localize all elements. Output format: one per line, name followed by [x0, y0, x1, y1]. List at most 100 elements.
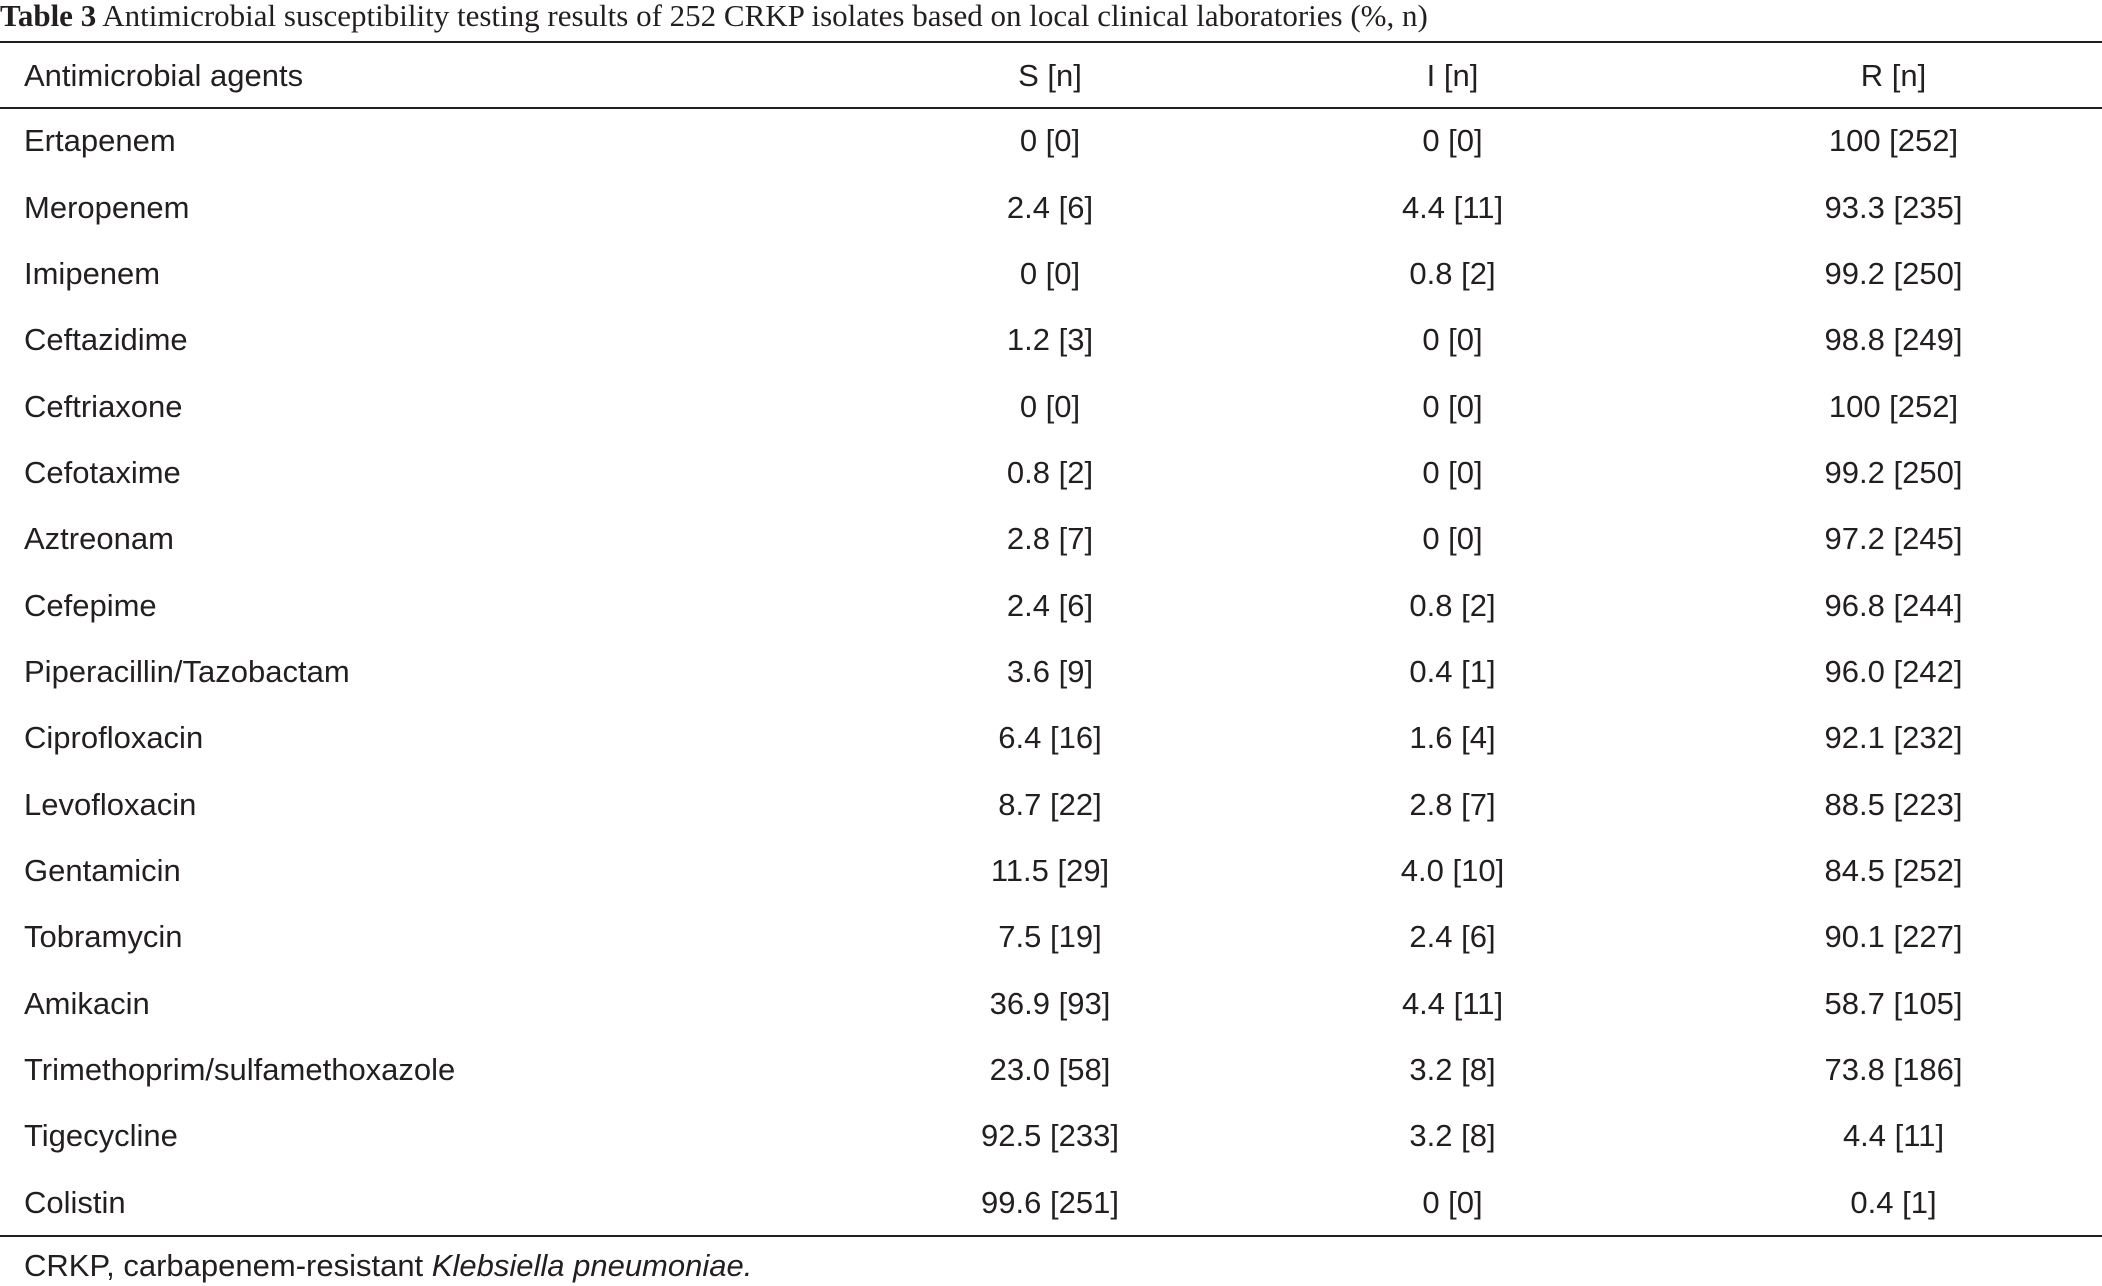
- table-row: Ceftazidime 1.2 [3] 0 [0] 98.8 [249]: [0, 307, 2102, 373]
- i-cell: 0 [0]: [1422, 388, 1483, 424]
- s-cell: 2.8 [7]: [1006, 521, 1094, 557]
- s-cell: 36.9 [93]: [989, 985, 1111, 1021]
- r-cell: 99.2 [250]: [1824, 454, 1963, 490]
- table-row: Tobramycin 7.5 [19] 2.4 [6] 90.1 [227]: [0, 904, 2102, 970]
- r-cell: 100 [252]: [1828, 388, 1959, 424]
- s-cell: 2.4 [6]: [1006, 587, 1094, 623]
- table-row: Ceftriaxone 0 [0] 0 [0] 100 [252]: [0, 373, 2102, 439]
- table-row: Imipenem 0 [0] 0.8 [2] 99.2 [250]: [0, 241, 2102, 307]
- i-cell: 0 [0]: [1422, 322, 1483, 358]
- r-cell: 96.0 [242]: [1824, 653, 1963, 689]
- r-cell: 92.1 [232]: [1824, 720, 1963, 756]
- agent-cell: Cefotaxime: [24, 454, 181, 490]
- column-header-agent: Antimicrobial agents: [24, 57, 304, 93]
- i-cell: 4.4 [11]: [1401, 985, 1504, 1021]
- table-label: Table 3: [0, 0, 97, 33]
- s-cell: 2.4 [6]: [1006, 189, 1094, 225]
- agent-cell: Ciprofloxacin: [24, 720, 204, 756]
- r-cell: 4.4 [11]: [1842, 1118, 1945, 1154]
- i-cell: 0 [0]: [1422, 1184, 1483, 1220]
- agent-cell: Aztreonam: [24, 521, 174, 557]
- agent-cell: Tigecycline: [24, 1118, 178, 1154]
- agent-cell: Amikacin: [24, 985, 150, 1021]
- table-row: Cefepime 2.4 [6] 0.8 [2] 96.8 [244]: [0, 572, 2102, 638]
- i-cell: 0 [0]: [1422, 454, 1483, 490]
- r-cell: 99.2 [250]: [1824, 255, 1963, 291]
- agent-cell: Ceftriaxone: [24, 388, 183, 424]
- agent-cell: Imipenem: [24, 255, 161, 291]
- s-cell: 6.4 [16]: [998, 720, 1102, 756]
- s-cell: 99.6 [251]: [981, 1184, 1119, 1220]
- i-cell: 0.4 [1]: [1409, 653, 1496, 689]
- s-cell: 23.0 [58]: [989, 1051, 1111, 1087]
- table-row: Piperacillin/Tazobactam 3.6 [9] 0.4 [1] 96.…: [0, 639, 2102, 705]
- agent-cell: Colistin: [24, 1184, 126, 1220]
- table-footnote: CRKP, carbapenem-resistant Klebsiella pn…: [24, 1248, 752, 1284]
- s-cell: 0 [0]: [1019, 388, 1081, 424]
- table-caption: Table 3 Antimicrobial susceptibility tes…: [0, 0, 2102, 40]
- i-cell: 4.0 [10]: [1400, 852, 1505, 888]
- r-cell: 84.5 [252]: [1824, 852, 1963, 888]
- table-row: Trimethoprim/sulfamethoxazole 23.0 [58] 3.…: [0, 1037, 2102, 1103]
- r-cell: 98.8 [249]: [1824, 322, 1963, 358]
- table-row: Ertapenem 0 [0] 0 [0] 100 [252]: [0, 108, 2102, 174]
- r-cell: 96.8 [244]: [1824, 587, 1963, 623]
- s-cell: 0.8 [2]: [1006, 454, 1094, 490]
- s-cell: 0 [0]: [1019, 123, 1081, 159]
- agent-cell: Cefepime: [24, 587, 157, 623]
- r-cell: 73.8 [186]: [1824, 1051, 1963, 1087]
- r-cell: 97.2 [245]: [1824, 521, 1963, 557]
- table-row: Aztreonam 2.8 [7] 0 [0] 97.2 [245]: [0, 506, 2102, 572]
- footnote-text: CRKP, carbapenem-resistant: [24, 1248, 432, 1283]
- column-header-i: I [n]: [1426, 57, 1479, 93]
- table-row: Levofloxacin 8.7 [22] 2.8 [7] 88.5 [223]: [0, 771, 2102, 837]
- footnote-species: Klebsiella pneumoniae.: [431, 1248, 753, 1283]
- agent-cell: Piperacillin/Tazobactam: [24, 653, 350, 689]
- i-cell: 0.8 [2]: [1409, 587, 1496, 623]
- agent-cell: Ertapenem: [24, 123, 176, 159]
- r-cell: 58.7 [105]: [1824, 985, 1963, 1021]
- agent-cell: Trimethoprim/sulfamethoxazole: [24, 1051, 456, 1087]
- table-row: Colistin 99.6 [251] 0 [0] 0.4 [1]: [0, 1170, 2102, 1236]
- i-cell: 2.8 [7]: [1409, 786, 1496, 822]
- i-cell: 2.4 [6]: [1409, 919, 1496, 955]
- s-cell: 1.2 [3]: [1006, 322, 1094, 358]
- i-cell: 3.2 [8]: [1409, 1118, 1496, 1154]
- table-row: Amikacin 36.9 [93] 4.4 [11] 58.7 [105]: [0, 970, 2102, 1036]
- table-row: Meropenem 2.4 [6] 4.4 [11] 93.3 [235]: [0, 174, 2102, 240]
- header-rule: [0, 107, 2102, 109]
- r-cell: 88.5 [223]: [1824, 786, 1963, 822]
- agent-cell: Tobramycin: [24, 919, 183, 955]
- s-cell: 0 [0]: [1019, 255, 1081, 291]
- i-cell: 0 [0]: [1422, 521, 1483, 557]
- table-title: Antimicrobial susceptibility testing res…: [102, 0, 1428, 33]
- agent-cell: Ceftazidime: [24, 322, 188, 358]
- s-cell: 3.6 [9]: [1006, 653, 1094, 689]
- r-cell: 93.3 [235]: [1824, 189, 1963, 225]
- i-cell: 0 [0]: [1422, 123, 1483, 159]
- agent-cell: Gentamicin: [24, 852, 181, 888]
- s-cell: 11.5 [29]: [990, 852, 1110, 888]
- bottom-rule: [0, 1235, 2102, 1237]
- s-cell: 8.7 [22]: [998, 786, 1102, 822]
- i-cell: 4.4 [11]: [1401, 189, 1504, 225]
- r-cell: 100 [252]: [1828, 123, 1959, 159]
- table-row: Tigecycline 92.5 [233] 3.2 [8] 4.4 [11]: [0, 1103, 2102, 1169]
- s-cell: 7.5 [19]: [998, 919, 1102, 955]
- susceptibility-table: Antimicrobial agents S [n] I [n] R [n] E…: [0, 43, 2102, 1236]
- top-rule: [0, 41, 2102, 43]
- agent-cell: Levofloxacin: [24, 786, 197, 822]
- table-row: Cefotaxime 0.8 [2] 0 [0] 99.2 [250]: [0, 440, 2102, 506]
- column-header-r: R [n]: [1860, 57, 1927, 93]
- i-cell: 3.2 [8]: [1409, 1051, 1496, 1087]
- s-cell: 92.5 [233]: [981, 1118, 1119, 1154]
- i-cell: 1.6 [4]: [1409, 720, 1496, 756]
- table-row: Gentamicin 11.5 [29] 4.0 [10] 84.5 [252]: [0, 838, 2102, 904]
- column-header-s: S [n]: [1018, 57, 1082, 93]
- i-cell: 0.8 [2]: [1409, 255, 1496, 291]
- r-cell: 90.1 [227]: [1824, 919, 1963, 955]
- agent-cell: Meropenem: [24, 189, 190, 225]
- table-body: Ertapenem 0 [0] 0 [0] 100 [252] Meropenem 2.4…: [0, 108, 2102, 1236]
- r-cell: 0.4 [1]: [1850, 1184, 1937, 1220]
- header-row: Antimicrobial agents S [n] I [n] R [n]: [0, 43, 2102, 108]
